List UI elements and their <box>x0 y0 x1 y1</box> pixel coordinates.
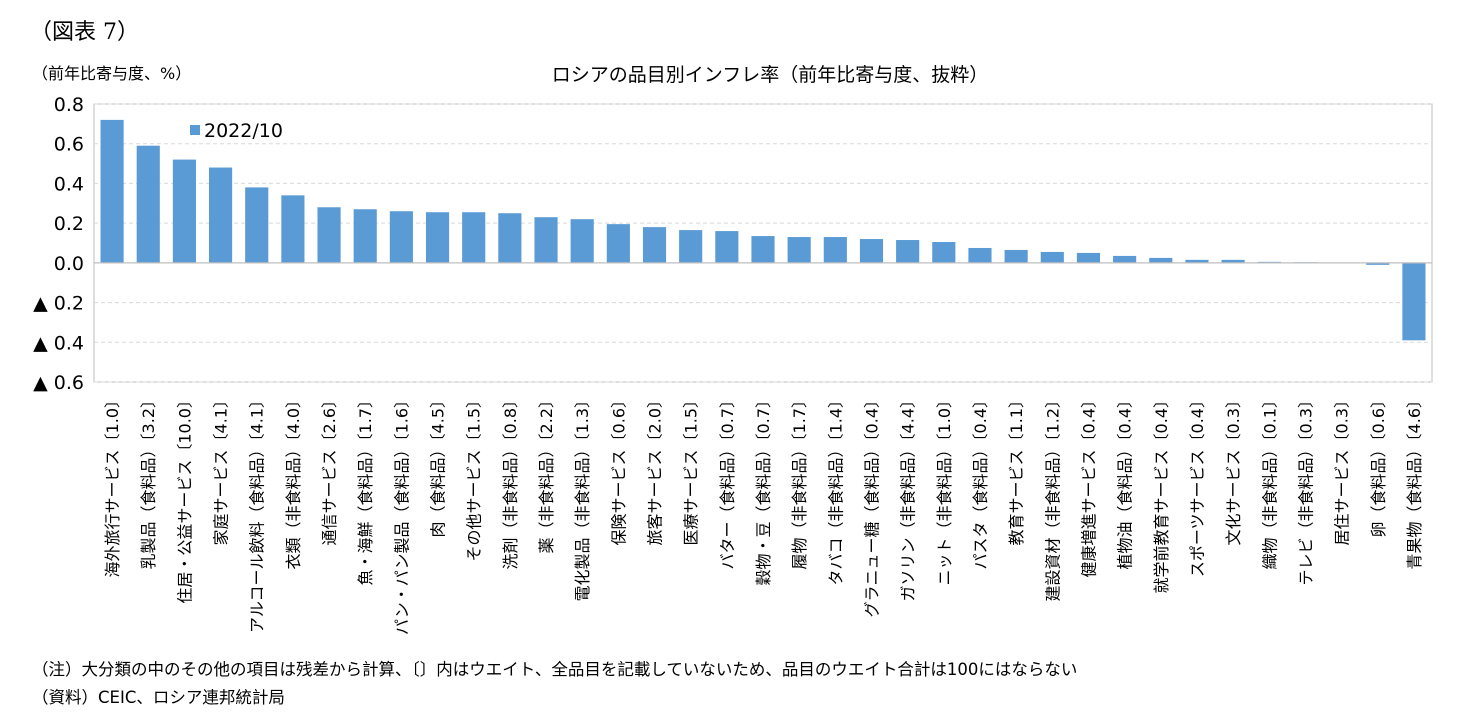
bar <box>353 209 377 263</box>
bar <box>1366 262 1390 265</box>
legend-label: 2022/10 <box>204 120 283 142</box>
bar <box>642 227 667 263</box>
x-tick-label: 魚・海鮮（食料品）〔1.7〕 <box>356 392 375 585</box>
x-tick-label: 卵（食料品）〔0.6〕 <box>1369 392 1388 537</box>
y-tick-label: 0.2 <box>54 213 84 235</box>
y-tick-label: 0.0 <box>54 253 84 275</box>
x-tick-label: 電化製品（非食料品）〔1.3〕 <box>573 392 592 601</box>
x-tick-label: 保険サービス〔0.6〕 <box>609 392 628 545</box>
bar <box>1040 251 1064 263</box>
bar <box>1004 249 1028 263</box>
bar <box>1402 262 1426 341</box>
bar <box>136 145 160 263</box>
bar <box>1149 257 1173 263</box>
bar <box>679 230 703 263</box>
bar <box>462 212 486 263</box>
bar <box>172 159 196 263</box>
x-tick-label: 衣類（非食料品）〔4.0〕 <box>284 392 303 569</box>
x-tick-label: 住居・公益サービス〔10.0〕 <box>175 392 194 604</box>
chart-title: ロシアの品目別インフレ率（前年比寄与度、抜粋） <box>551 64 989 86</box>
bar <box>896 240 920 263</box>
x-tick-label: スポーツサービス〔0.4〕 <box>1188 392 1207 577</box>
bar <box>208 167 233 263</box>
bar <box>534 217 558 263</box>
x-tick-label: 海外旅行サービス〔1.0〕 <box>103 392 122 577</box>
x-tick-label: 青果物（食料品）〔4.6〕 <box>1405 392 1424 569</box>
x-tick-label: 教育サービス〔1.1〕 <box>1007 392 1026 545</box>
bar <box>1113 255 1137 263</box>
bar <box>498 213 522 263</box>
bar <box>606 224 630 263</box>
bar <box>715 231 739 263</box>
x-tick-label: 履物（非食料品）〔1.7〕 <box>790 392 809 569</box>
bar <box>570 219 594 263</box>
bar <box>932 242 956 263</box>
footnote: （注）大分類の中のその他の項目は残差から計算、〔〕内はウエイト、全品目を記載して… <box>32 660 1078 679</box>
x-tick-label: その他サービス〔1.5〕 <box>465 392 484 561</box>
x-tick-label: 通信サービス〔2.6〕 <box>320 392 339 545</box>
bar <box>1185 259 1209 263</box>
bar <box>859 239 884 263</box>
x-tick-label: アルコール飲料（食料品）〔4.1〕 <box>248 392 267 633</box>
x-tick-label: 乳製品（食料品）〔3.2〕 <box>139 392 158 569</box>
bar <box>425 212 450 263</box>
x-tick-label: ガソリン（非食料品）〔4.4〕 <box>899 392 918 601</box>
figure-label: （図表 7） <box>30 20 139 45</box>
y-tick-label: 0.6 <box>54 134 84 156</box>
y-tick-label: ▲ 0.2 <box>33 293 84 315</box>
x-tick-label: バター（食料品）〔0.7〕 <box>718 392 737 569</box>
x-tick-label: 穀物・豆（食料品）〔0.7〕 <box>754 392 773 585</box>
x-tick-label: グラニュー糖（食料品）〔0.4〕 <box>862 392 881 617</box>
bar <box>317 207 341 263</box>
x-tick-label: 織物（非食料品）〔0.1〕 <box>1260 392 1279 569</box>
legend-swatch <box>190 125 200 135</box>
y-tick-label: ▲ 0.4 <box>33 332 84 354</box>
x-tick-label: 薬（非食料品）〔2.2〕 <box>537 392 556 553</box>
y-tick-label: 0.4 <box>54 173 84 195</box>
x-tick-label: 旅客サービス〔2.0〕 <box>646 392 665 545</box>
x-tick-label: 植物油（食料品）〔0.4〕 <box>1116 392 1135 569</box>
x-tick-label: 文化サービス〔0.3〕 <box>1224 392 1243 545</box>
x-tick-label: 肉（食料品）〔4.5〕 <box>429 392 448 537</box>
bar <box>1076 252 1101 263</box>
x-tick-label: 建設資材（非食料品）〔1.2〕 <box>1043 392 1062 601</box>
x-tick-label: 家庭サービス〔4.1〕 <box>212 392 231 545</box>
y-tick-label: ▲ 0.6 <box>33 372 84 394</box>
x-tick-label: 居住サービス〔0.3〕 <box>1333 392 1352 545</box>
bar <box>968 247 992 263</box>
bar <box>245 187 269 263</box>
x-tick-label: 健康増進サービス〔0.4〕 <box>1079 392 1098 577</box>
bar <box>787 237 811 263</box>
bar <box>751 236 775 263</box>
x-tick-label: テレビ（非食料品）〔0.3〕 <box>1296 392 1315 585</box>
x-tick-label: 医療サービス〔1.5〕 <box>682 392 701 545</box>
bar <box>823 237 847 263</box>
bar <box>281 195 305 263</box>
y-tick-label: 0.8 <box>54 94 84 116</box>
y-axis-unit-label: （前年比寄与度、%） <box>32 64 192 83</box>
source-note: （資料）CEIC、ロシア連邦統計局 <box>32 688 285 707</box>
x-tick-label: 就学前教育サービス〔0.4〕 <box>1152 392 1171 593</box>
bar <box>389 211 413 263</box>
x-tick-label: パン・パン製品（食料品）〔1.6〕 <box>392 392 411 635</box>
x-tick-label: タバコ（非食料品）〔1.4〕 <box>826 392 845 585</box>
x-tick-label: ニット（非食料品）〔1.0〕 <box>935 392 954 585</box>
x-tick-label: パスタ（食料品）〔0.4〕 <box>971 392 990 569</box>
x-tick-label: 洗剤（非食料品）〔0.8〕 <box>501 392 520 569</box>
bar <box>1221 259 1245 263</box>
bar <box>100 119 124 263</box>
